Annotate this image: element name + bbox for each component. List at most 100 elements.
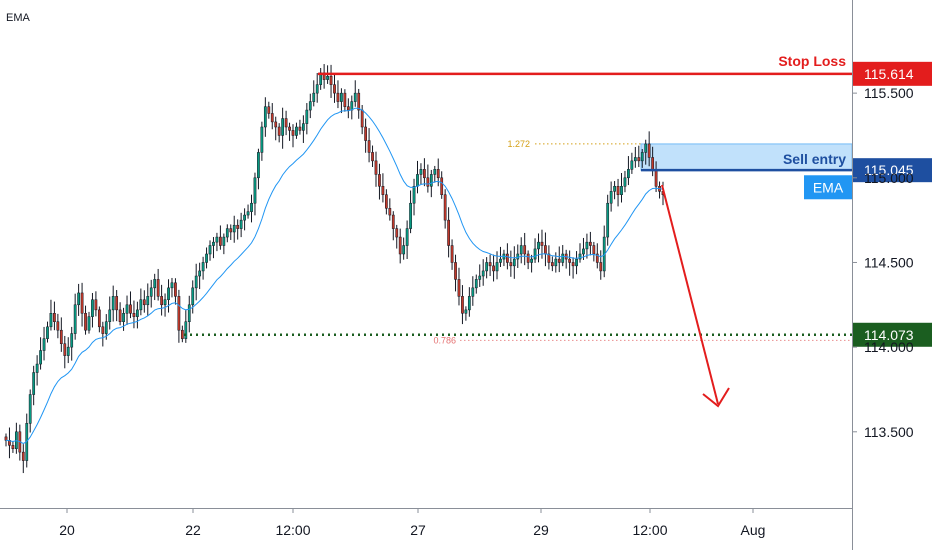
candle-body xyxy=(340,92,343,102)
candle-body xyxy=(243,214,246,221)
candle xyxy=(353,80,357,107)
candle xyxy=(447,207,450,258)
candle xyxy=(225,224,229,243)
candle-body xyxy=(219,236,222,246)
candle-body xyxy=(39,350,42,365)
candle xyxy=(378,163,381,200)
candle xyxy=(4,433,8,447)
candle-body xyxy=(595,253,599,263)
candle-body xyxy=(312,92,316,102)
candle-body xyxy=(253,177,257,204)
candle-body xyxy=(225,228,229,238)
candle-body xyxy=(384,194,388,209)
candle-body xyxy=(288,126,291,131)
candle-body xyxy=(215,236,219,243)
candle xyxy=(616,178,620,207)
candle-body xyxy=(533,248,537,260)
candle xyxy=(63,335,67,369)
candle-body xyxy=(544,245,547,255)
ema-label-badge xyxy=(804,175,852,200)
candle xyxy=(39,337,42,370)
candle-body xyxy=(229,228,233,233)
candle-body xyxy=(191,287,195,306)
candle-body xyxy=(416,174,419,187)
candle xyxy=(118,302,122,326)
candle xyxy=(547,245,551,270)
candle-body xyxy=(620,186,623,195)
candle xyxy=(187,295,191,333)
candle-body xyxy=(391,214,395,229)
candle xyxy=(250,194,253,223)
y-tick-label: 115.500 xyxy=(864,85,914,101)
candle xyxy=(208,240,212,261)
candle-body xyxy=(298,126,302,131)
candle-body xyxy=(136,309,139,317)
candle xyxy=(589,231,592,256)
candle xyxy=(526,250,530,270)
candle xyxy=(544,232,547,267)
candle-body xyxy=(471,287,475,297)
candle xyxy=(277,123,281,143)
candle-body xyxy=(315,84,319,94)
x-tick-label: 12:00 xyxy=(275,522,310,538)
candle xyxy=(398,228,402,264)
candle xyxy=(606,194,610,246)
candle-body xyxy=(160,296,163,306)
candle xyxy=(267,101,271,119)
candle-body xyxy=(651,157,655,170)
candle-body xyxy=(80,292,84,314)
candle xyxy=(350,95,354,120)
candle xyxy=(499,246,502,267)
candle xyxy=(295,122,298,139)
candle-body xyxy=(35,363,39,373)
candle-body xyxy=(530,258,533,263)
candle xyxy=(94,291,98,317)
candle xyxy=(467,287,471,317)
candle-body xyxy=(540,241,544,246)
sell-entry-zone xyxy=(640,143,853,171)
candle xyxy=(595,243,599,269)
candle xyxy=(198,262,202,290)
ema-label: EMA xyxy=(813,179,844,195)
candle xyxy=(91,292,94,328)
y-tick-label: 114.000 xyxy=(864,339,914,355)
candle xyxy=(564,249,568,269)
candle xyxy=(53,301,56,331)
candle xyxy=(578,243,582,263)
candle xyxy=(599,250,603,280)
candle xyxy=(478,264,482,287)
candle-body xyxy=(374,160,378,175)
candle xyxy=(274,116,278,141)
candle-body xyxy=(260,126,264,153)
candle xyxy=(11,441,15,453)
candle xyxy=(582,237,585,260)
candle-body xyxy=(97,309,101,328)
candle xyxy=(523,232,527,266)
candle xyxy=(416,160,419,194)
candle-body xyxy=(84,313,87,331)
candle-body xyxy=(395,228,399,238)
indicator-label: EMA xyxy=(6,12,30,24)
candle-body xyxy=(187,304,191,322)
candle xyxy=(59,317,63,352)
candle xyxy=(302,115,305,143)
candle xyxy=(322,64,326,89)
candle-body xyxy=(585,241,589,250)
candle xyxy=(530,254,533,273)
candle-body xyxy=(250,202,253,212)
candle xyxy=(509,250,513,277)
candle xyxy=(77,283,80,316)
candle-body xyxy=(357,92,361,111)
candle xyxy=(49,299,53,331)
candle-body xyxy=(557,258,561,263)
candle-body xyxy=(436,169,440,179)
candle xyxy=(312,80,316,107)
candle-body xyxy=(70,333,74,348)
y-tick-label: 115.000 xyxy=(864,170,914,186)
candle-body xyxy=(419,169,423,175)
candle xyxy=(647,131,651,167)
candle xyxy=(319,67,323,90)
candle xyxy=(66,337,70,364)
candle xyxy=(28,389,32,433)
